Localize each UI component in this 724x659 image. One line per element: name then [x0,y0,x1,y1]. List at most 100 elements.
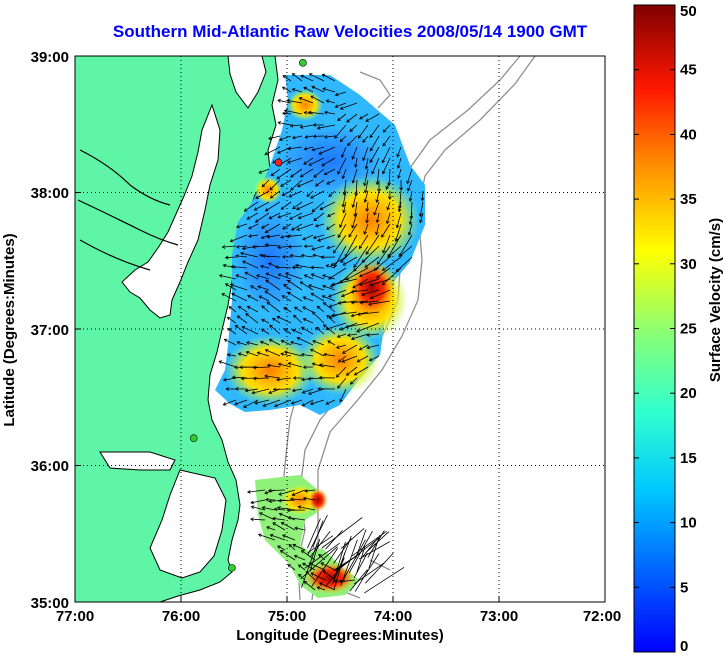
velocity-vector [268,489,286,491]
velocity-vector [375,223,380,235]
velocity-vector [264,375,281,379]
velocity-vector [250,518,266,521]
velocity-vector-head [316,586,321,590]
tick-marks [75,192,500,602]
velocity-vector [292,73,303,82]
velocity-vector [366,201,369,212]
velocity-vector [248,234,259,237]
velocity-vector-head [266,234,271,239]
velocity-vector-head [318,375,323,380]
velocity-vector [304,489,316,492]
velocity-vector [297,337,314,346]
velocity-vector [247,306,259,313]
velocity-vector-head [266,301,271,306]
velocity-vector-head [317,386,321,391]
velocity-vector-head [387,196,392,200]
velocity-vector [397,168,402,179]
velocity-vector-head [365,219,369,224]
velocity-vector [359,234,369,249]
velocity-vector [336,366,347,378]
velocity-vector-head [347,142,351,147]
velocity-vector-head [399,187,403,191]
velocity-vector-head [244,388,249,393]
velocity-vector [223,399,237,406]
velocity-vector [295,264,314,269]
velocity-vector-head [260,235,265,239]
velocity-vector-head [357,134,362,139]
velocity-vector-head [235,244,240,249]
velocity-vector [278,363,292,368]
velocity-vector-head [296,336,301,341]
velocity-vector-head [287,516,292,520]
x-axis-label: Longitude (Degrees:Minutes) [236,627,444,644]
velocity-vector [322,88,336,93]
velocity-vector [290,179,303,191]
velocity-vector [310,348,325,357]
velocity-vector [302,234,314,240]
velocity-vector [287,564,296,571]
velocity-vector [280,550,296,561]
velocity-vector [334,553,361,572]
velocity-vector [310,266,325,269]
velocity-vector [323,302,336,313]
velocity-vector-head [264,208,269,212]
velocity-vector-head [325,326,330,331]
velocity-vector [228,306,237,313]
velocity-vector-head [340,259,344,263]
velocity-vector-head [303,86,308,91]
velocity-vector-head [242,260,246,265]
velocity-vector [331,311,358,316]
velocity-vector-head [363,199,368,203]
velocity-vector-head [363,189,368,194]
velocity-vector [237,341,248,346]
velocity-vector-head [373,267,378,271]
velocity-vectors [218,73,425,594]
velocity-vector-head [259,340,264,345]
velocity-vector-head [326,226,330,230]
velocity-vector [346,267,369,281]
velocity-vector [308,377,325,380]
velocity-vector-head [291,73,296,77]
velocity-vector-head [277,214,282,219]
velocity-vector [315,327,325,335]
velocity-vector [317,234,336,242]
velocity-vector [296,201,314,210]
velocity-vector-head [235,274,240,278]
velocity-vector-head [291,88,296,92]
velocity-vector-head [235,254,239,258]
velocity-vector-head [339,398,343,403]
velocity-vector [302,388,314,394]
velocity-vector-head [261,506,266,510]
velocity-vector-head [261,183,266,188]
velocity-vector [326,245,336,249]
velocity-vector [326,399,336,405]
velocity-vector-head [294,526,298,531]
velocity-vector-head [270,172,275,177]
velocity-vector [225,283,237,291]
velocity-vector-head [239,365,243,370]
velocity-vector [322,570,336,581]
velocity-vector [288,517,306,521]
velocity-vector-head [293,314,297,319]
map-title: Southern Mid-Atlantic Raw Velocities 200… [112,22,588,41]
velocity-vector [303,497,316,501]
velocity-vector [399,245,413,257]
velocity-vector-head [235,387,239,391]
velocity-vector [269,324,281,335]
velocity-vector-head [291,265,296,270]
velocity-vector-head [325,401,330,405]
velocity-vector-head [229,283,234,288]
velocity-vector-head [364,264,369,268]
velocity-vector [281,522,296,531]
velocity-vector-head [337,359,342,363]
velocity-vector [337,157,347,175]
velocity-vector-head [241,325,246,330]
velocity-vector [304,542,340,569]
velocity-vector-head [312,253,316,258]
velocity-vector [246,341,259,346]
potomac-river [77,149,179,271]
velocity-vector-head [282,534,286,538]
velocity-vector-head [268,262,272,266]
velocity-vector [246,351,259,357]
velocity-vector-head [289,253,294,258]
